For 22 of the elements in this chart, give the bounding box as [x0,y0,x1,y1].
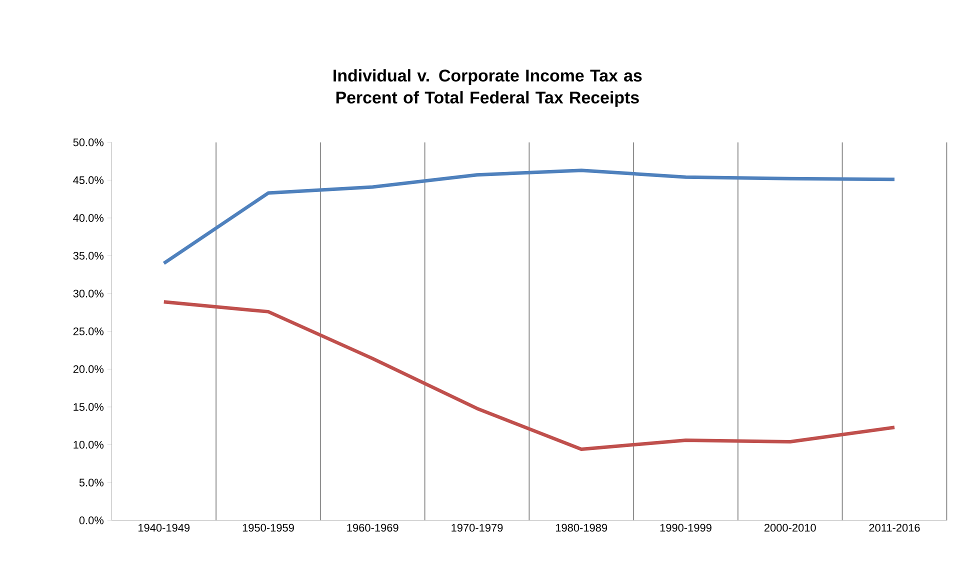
y-tick-label: 25.0% [73,327,104,336]
x-tick-label: 2000-2010 [764,524,816,532]
x-tick-label: 1950-1959 [242,524,294,532]
y-tick-label: 20.0% [73,365,104,374]
chart-title: Individual v. Corporate Income Tax as Percent of Total Federal Tax Receipts [334,69,642,107]
y-tick-label: 5.0% [79,478,104,486]
x-tick-label: 1970-1979 [452,524,503,532]
line-series [162,300,896,452]
y-tick-label: 40.0% [73,214,104,222]
line-series [162,168,896,266]
x-tick-label: 1980-1989 [556,524,608,532]
x-tick-label: 1940-1949 [138,524,190,532]
y-tick-label: 0.0% [79,516,104,524]
x-tick-label: 2011-2016 [869,524,920,532]
y-tick-label: 15.0% [74,403,104,411]
y-tick-label: 45.0% [73,176,104,184]
y-tick-label: 35.0% [73,252,104,260]
y-tick-label: 50.0% [73,138,104,146]
x-tick-label: 1990-1999 [660,524,712,532]
x-tick-label: 1960-1969 [347,524,398,532]
y-tick-label: 30.0% [73,290,104,298]
y-tick-label: 10.0% [74,440,104,449]
